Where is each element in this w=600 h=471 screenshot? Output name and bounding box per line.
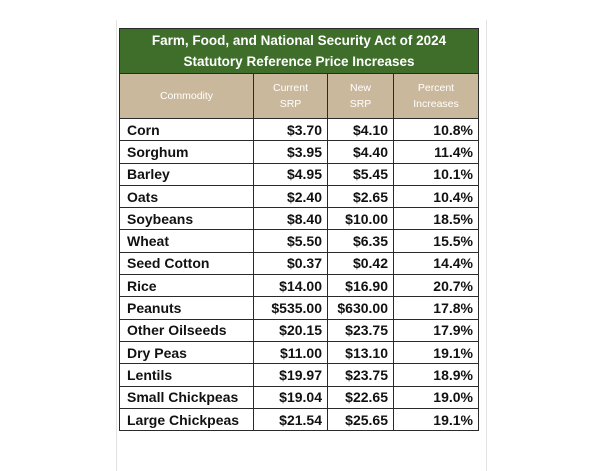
- commodity-cell: Peanuts: [119, 296, 254, 320]
- current-srp-cell: $3.95: [253, 140, 328, 164]
- new-srp-cell: $4.40: [327, 140, 394, 164]
- percent-increase-cell: 10.1%: [393, 162, 479, 186]
- new-srp-cell: $6.35: [327, 229, 394, 253]
- percent-increase-cell: 14.4%: [393, 251, 479, 276]
- new-srp-cell: $2.65: [327, 184, 394, 209]
- percent-increase-cell: 10.8%: [393, 117, 479, 142]
- header-new-srp: New SRP: [327, 73, 394, 119]
- percent-increase-cell: 19.0%: [393, 385, 479, 409]
- column-header-row: Commodity Current SRP New SRP Percent In…: [119, 73, 479, 119]
- table-row: Lentils $19.97 $23.75 18.9%: [119, 363, 479, 387]
- current-srp-cell: $5.50: [253, 229, 328, 253]
- table-row: Sorghum $3.95 $4.40 11.4%: [119, 140, 479, 164]
- current-srp-cell: $8.40: [253, 207, 328, 231]
- commodity-cell: Dry Peas: [119, 340, 254, 365]
- table-title: Farm, Food, and National Security Act of…: [119, 28, 479, 74]
- new-srp-cell: $5.45: [327, 162, 394, 186]
- table-row: Oats $2.40 $2.65 10.4%: [119, 184, 479, 209]
- current-srp-cell: $535.00: [253, 296, 328, 320]
- percent-increase-cell: 17.9%: [393, 318, 479, 342]
- current-srp-cell: $19.97: [253, 363, 328, 387]
- table-row: Rice $14.00 $16.90 20.7%: [119, 274, 479, 298]
- new-srp-cell: $0.42: [327, 251, 394, 276]
- commodity-cell: Lentils: [119, 363, 254, 387]
- table-row: Other Oilseeds $20.15 $23.75 17.9%: [119, 318, 479, 342]
- current-srp-cell: $19.04: [253, 385, 328, 409]
- new-srp-cell: $630.00: [327, 296, 394, 320]
- table-row: Soybeans $8.40 $10.00 18.5%: [119, 207, 479, 231]
- current-srp-cell: $2.40: [253, 184, 328, 209]
- new-srp-cell: $13.10: [327, 340, 394, 365]
- table-row: Peanuts $535.00 $630.00 17.8%: [119, 296, 479, 320]
- percent-increase-cell: 20.7%: [393, 274, 479, 298]
- table-body: Corn $3.70 $4.10 10.8% Sorghum $3.95 $4.40 11.4…: [119, 117, 479, 432]
- commodity-cell: Soybeans: [119, 207, 254, 231]
- current-srp-cell: $3.70: [253, 117, 328, 142]
- commodity-cell: Corn: [119, 117, 254, 142]
- current-srp-cell: $21.54: [253, 407, 328, 432]
- new-srp-cell: $4.10: [327, 117, 394, 142]
- table-row: Barley $4.95 $5.45 10.1%: [119, 162, 479, 186]
- percent-increase-cell: 18.5%: [393, 207, 479, 231]
- new-srp-cell: $16.90: [327, 274, 394, 298]
- percent-increase-cell: 15.5%: [393, 229, 479, 253]
- table-row: Small Chickpeas $19.04 $22.65 19.0%: [119, 385, 479, 409]
- current-srp-cell: $20.15: [253, 318, 328, 342]
- commodity-cell: Other Oilseeds: [119, 318, 254, 342]
- percent-increase-cell: 19.1%: [393, 407, 479, 432]
- percent-increase-cell: 10.4%: [393, 184, 479, 209]
- commodity-cell: Small Chickpeas: [119, 385, 254, 409]
- commodity-cell: Barley: [119, 162, 254, 186]
- percent-increase-cell: 11.4%: [393, 140, 479, 164]
- percent-increase-cell: 17.8%: [393, 296, 479, 320]
- commodity-cell: Sorghum: [119, 140, 254, 164]
- table-row: Dry Peas $11.00 $13.10 19.1%: [119, 340, 479, 365]
- header-commodity: Commodity: [119, 73, 254, 119]
- commodity-cell: Oats: [119, 184, 254, 209]
- current-srp-cell: $11.00: [253, 340, 328, 365]
- commodity-cell: Wheat: [119, 229, 254, 253]
- percent-increase-cell: 19.1%: [393, 340, 479, 365]
- current-srp-cell: $14.00: [253, 274, 328, 298]
- table-row: Corn $3.70 $4.10 10.8%: [119, 117, 479, 142]
- commodity-cell: Rice: [119, 274, 254, 298]
- new-srp-cell: $10.00: [327, 207, 394, 231]
- new-srp-cell: $25.65: [327, 407, 394, 432]
- table-row: Wheat $5.50 $6.35 15.5%: [119, 229, 479, 253]
- current-srp-cell: $4.95: [253, 162, 328, 186]
- header-percent-increases: Percent Increases: [393, 73, 479, 119]
- percent-increase-cell: 18.9%: [393, 363, 479, 387]
- commodity-cell: Seed Cotton: [119, 251, 254, 276]
- commodity-cell: Large Chickpeas: [119, 407, 254, 432]
- page-frame: [116, 20, 487, 471]
- new-srp-cell: $22.65: [327, 385, 394, 409]
- new-srp-cell: $23.75: [327, 363, 394, 387]
- new-srp-cell: $23.75: [327, 318, 394, 342]
- table-row: Large Chickpeas $21.54 $25.65 19.1%: [119, 407, 479, 432]
- table-title-line-2: Statutory Reference Price Increases: [183, 54, 415, 69]
- table-row: Seed Cotton $0.37 $0.42 14.4%: [119, 251, 479, 276]
- table-title-line-1: Farm, Food, and National Security Act of…: [151, 33, 447, 48]
- current-srp-cell: $0.37: [253, 251, 328, 276]
- reference-price-table: Farm, Food, and National Security Act of…: [119, 28, 479, 432]
- header-current-srp: Current SRP: [253, 73, 328, 119]
